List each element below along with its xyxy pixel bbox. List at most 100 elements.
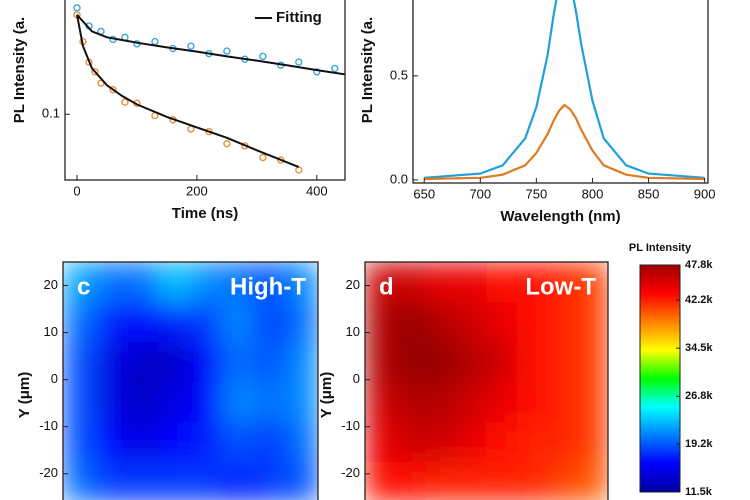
heat-cell (516, 382, 548, 423)
heat-cell (126, 422, 160, 463)
axes-frame (364, 261, 609, 500)
heat-cell (158, 302, 191, 343)
heat-cell (254, 302, 287, 343)
heat-cell (222, 262, 255, 303)
heat-cell (486, 462, 518, 500)
heat-cell (395, 382, 427, 423)
heat-cell (190, 382, 223, 423)
x-tick-label: 650 (413, 186, 435, 201)
y-tick-label: 20 (346, 277, 360, 292)
heat-cell (365, 422, 396, 463)
heat-cell (547, 422, 579, 463)
data-point (331, 64, 339, 73)
heat-cell (577, 342, 608, 383)
line (424, 103, 705, 181)
y-tick-label: 0.1 (42, 106, 60, 121)
colorbar-title: PL Intensity (629, 242, 692, 254)
y-tick-label: 0.0 (390, 171, 408, 186)
heat-cell (456, 382, 487, 423)
heat-cell (222, 302, 255, 343)
line (424, 0, 705, 179)
heat-cell (456, 462, 487, 500)
heat-cell (254, 262, 287, 303)
heat-cell (222, 342, 255, 383)
plot-area (73, 4, 345, 174)
data-point (223, 47, 231, 55)
heat-cell (94, 262, 128, 303)
heat-cell (425, 422, 457, 463)
y-tick-label: 10 (346, 324, 360, 339)
heat-cell (577, 382, 608, 423)
heat-cell (190, 302, 223, 343)
heat-cell (126, 462, 160, 500)
heat-cell (365, 342, 396, 383)
heat-cell (286, 382, 318, 423)
heat-cell (516, 262, 548, 303)
heat-cell (486, 382, 518, 423)
panel-label: c (77, 273, 90, 300)
heat-cell (94, 462, 128, 500)
y-tick-label: 0.5 (390, 67, 408, 82)
plot-area (424, 0, 705, 181)
heat-cell (425, 262, 457, 303)
heat-cell (516, 302, 548, 343)
heat-cell (254, 422, 287, 463)
heat-cell (486, 262, 518, 303)
heat-cell (286, 262, 318, 303)
heat-cell (365, 262, 396, 303)
panel-label: d (379, 273, 394, 300)
heat-cell (395, 262, 427, 303)
y-tick-label: 0 (51, 371, 58, 386)
heat-cell (94, 382, 128, 423)
y-tick-label: -20 (341, 465, 360, 480)
heat-cell (254, 382, 287, 423)
colorbar-tick-label: 42.2k (685, 294, 713, 306)
x-tick-label: 750 (526, 186, 548, 201)
heat-cell (425, 342, 457, 383)
x-axis-label: Wavelength (nm) (500, 208, 620, 225)
heat-cell (425, 382, 457, 423)
data-point (259, 153, 267, 162)
heat-cell (63, 382, 96, 423)
heat-cell (395, 342, 427, 383)
heat-cell (486, 422, 518, 463)
colorbar-tick-label: 34.5k (685, 342, 713, 354)
data-point (91, 68, 99, 76)
x-tick-label: 800 (582, 186, 604, 201)
heat-cell (190, 462, 223, 500)
heat-cell (63, 422, 96, 463)
heat-cell (486, 302, 518, 343)
heat-cell (286, 422, 318, 463)
heat-cell (395, 422, 427, 463)
colorbar-tick-label: 47.8k (685, 259, 713, 271)
heat-cell (158, 382, 191, 423)
heat-cell (577, 262, 608, 303)
heat-cell (547, 382, 579, 423)
heat-cell (577, 462, 608, 500)
panel-title: High-T (230, 273, 306, 300)
heat-cell (456, 302, 487, 343)
heat-cell (577, 302, 608, 343)
data-point (151, 37, 159, 46)
y-tick-label: -20 (39, 465, 58, 480)
x-tick-label: 850 (638, 186, 660, 201)
heat-cell (456, 422, 487, 463)
heatmap-cells (63, 262, 318, 500)
heat-cell (547, 302, 579, 343)
heat-cell (158, 422, 191, 463)
y-tick-label: -10 (341, 418, 360, 433)
heat-cell (158, 342, 191, 383)
heat-cell (516, 422, 548, 463)
heatmap-cells (365, 262, 608, 500)
heat-cell (94, 422, 128, 463)
y-tick-label: -10 (39, 418, 58, 433)
heat-cell (94, 342, 128, 383)
y-tick-label: 10 (44, 324, 58, 339)
y-axis-label: PL Intensity (a. (359, 17, 376, 123)
x-axis-label: Time (ns) (172, 205, 238, 222)
heat-cell (286, 462, 318, 500)
heat-cell (456, 262, 487, 303)
heat-cell (395, 462, 427, 500)
heat-cell (63, 342, 96, 383)
heat-cell (254, 342, 287, 383)
